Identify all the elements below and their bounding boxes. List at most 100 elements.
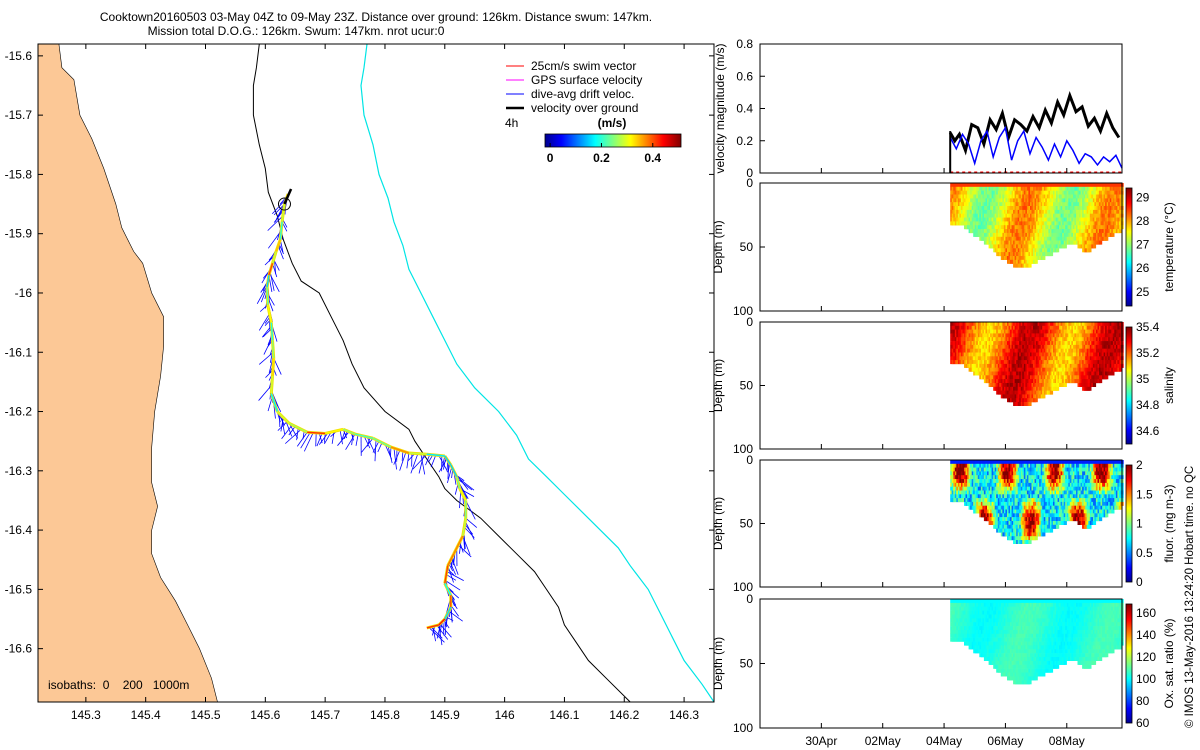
salinity-cell [1109,348,1113,353]
temperature-cell [1028,263,1032,268]
salinity-cell [1014,348,1018,353]
temperature-cell [1042,252,1046,257]
drift-vector [465,517,478,528]
drift-velocity-vectors [256,193,478,646]
drift-vector [436,625,449,640]
salinity-cell [1042,344,1046,349]
salinity-cell [1065,341,1069,346]
salinity-cell [970,352,974,357]
salinity-cell [1065,325,1069,330]
salinity-cell [1014,394,1018,399]
temperature-y-tick-label: 0 [746,176,753,190]
temperature-cell [1065,209,1069,214]
map-y-tick-label: -16.4 [5,523,33,537]
temperature-cell [991,206,995,210]
drift-vector [462,535,471,555]
salinity-cell [1086,341,1090,346]
salinity-cell [970,360,974,365]
temperature-cell [970,217,974,222]
temperature-cell [1014,225,1018,230]
fluorescence-cell [1014,467,1018,472]
temperature-cell [1109,232,1113,237]
fluorescence-cell [991,467,995,472]
temperature-cell [1014,213,1018,218]
title-line-1: Cooktown20160503 03-May 04Z to 09-May 23… [100,10,652,24]
temperature-cell [1065,229,1069,234]
temperature-cell [1034,259,1038,264]
drift-vector [278,413,281,427]
track-segment [444,583,452,596]
temperature-cell [1086,190,1090,195]
temperature-cell [1042,202,1046,207]
drift-vector [445,580,461,591]
temperature-colorbar-tick-label: 27 [1136,238,1150,252]
salinity-cell [1086,363,1090,368]
fluorescence-cell [970,482,974,487]
salinity-cell [991,356,995,361]
salinity-cell [970,367,974,372]
salinity-cell [1042,367,1046,372]
temperature-cell [1056,248,1060,253]
temperature-cell [1042,256,1046,260]
track-segment [447,553,455,566]
temperature-cell [1065,213,1069,218]
drift-vector [447,466,453,484]
fluorescence-cell [991,501,995,506]
temperature-cell [1086,217,1090,222]
temperature-cell [1042,206,1046,210]
map-y-tick-label: -15.7 [5,108,33,122]
salinity-cell [970,322,974,326]
temperature-cell [1086,248,1090,253]
salinity-cell [991,325,995,330]
fluorescence-cell [991,509,995,514]
drift-vector [399,451,407,471]
drift-vector [418,453,425,474]
salinity-cell [1109,360,1113,365]
salinity-cell [1042,322,1046,326]
salinity-y-tick-label: 0 [746,315,753,329]
salinity-cell [1042,329,1046,334]
temperature-cell [970,186,974,191]
salinity-cell [1105,375,1109,380]
drift-vector [300,432,311,449]
drift-vector [449,561,457,575]
track-segment [270,322,274,341]
salinity-cell [1042,390,1046,395]
track-segment [271,358,275,377]
track-segment [288,422,308,433]
salinity-cell [1063,383,1067,387]
fluorescence-cell [1014,536,1018,541]
salinity-cell [1086,371,1090,376]
temperature-cell [1014,206,1018,210]
temperature-colorbar [1125,187,1133,307]
salinity-cell [1065,360,1069,365]
salinity-cell [1014,341,1018,346]
colorbar-tick-label: 0.4 [644,151,661,165]
coastline-land [38,44,218,702]
temperature-cell [1086,221,1090,226]
map-x-tick-label: 145.8 [370,708,400,722]
salinity-cell [991,329,995,334]
temperature-cell [1086,202,1090,207]
salinity-cell [1014,333,1018,338]
salinity-cell [1042,333,1046,338]
temperature-cell [1065,183,1069,187]
salinity-cell [1014,398,1018,403]
fluorescence-cell [1014,471,1018,476]
fluorescence-cell [970,498,974,503]
fluorescence-cell [1014,509,1018,514]
salinity-cell [970,341,974,346]
track-segment [270,393,278,412]
track-segment [426,624,439,629]
salinity-cell [970,344,974,349]
salinity-cell [1042,325,1046,330]
temperature-cell [1014,209,1018,214]
temperature-cell [1065,225,1069,230]
salinity-cell [991,341,995,346]
temperature-y-tick-label: 100 [733,304,753,318]
temperature-cell [1109,225,1113,230]
temperature-cell [1109,183,1113,187]
fluorescence-cell [1014,463,1018,468]
drift-vector [428,627,445,643]
temperature-cell [1111,232,1115,237]
